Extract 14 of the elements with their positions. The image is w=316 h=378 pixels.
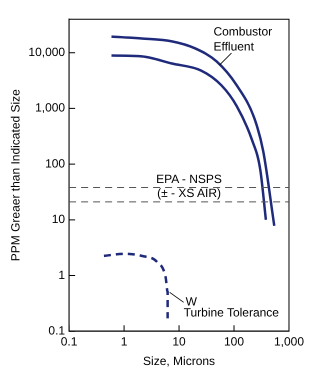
y-axis-title: PPM Greaer than Indicated Size bbox=[8, 88, 23, 262]
x-tick-label: 10 bbox=[172, 334, 186, 349]
annotation: Combustor Effluent bbox=[213, 24, 272, 54]
y-tick-label: 1,000 bbox=[35, 100, 66, 115]
x-tick-label: 1 bbox=[120, 334, 128, 349]
ref-line-label: (± - XS AIR) bbox=[157, 186, 222, 200]
x-tick-label: 100 bbox=[224, 334, 244, 349]
x-tick-label: 1,000 bbox=[274, 334, 304, 349]
y-tick-label: 100 bbox=[45, 156, 66, 170]
x-axis-title: Size, Microns bbox=[143, 354, 216, 368]
ref-line-label: EPA - NSPS bbox=[156, 172, 222, 186]
y-tick-label: 10 bbox=[52, 212, 66, 226]
y-tick-label: 10,000 bbox=[28, 45, 66, 60]
y-tick-label: 1 bbox=[58, 268, 66, 282]
